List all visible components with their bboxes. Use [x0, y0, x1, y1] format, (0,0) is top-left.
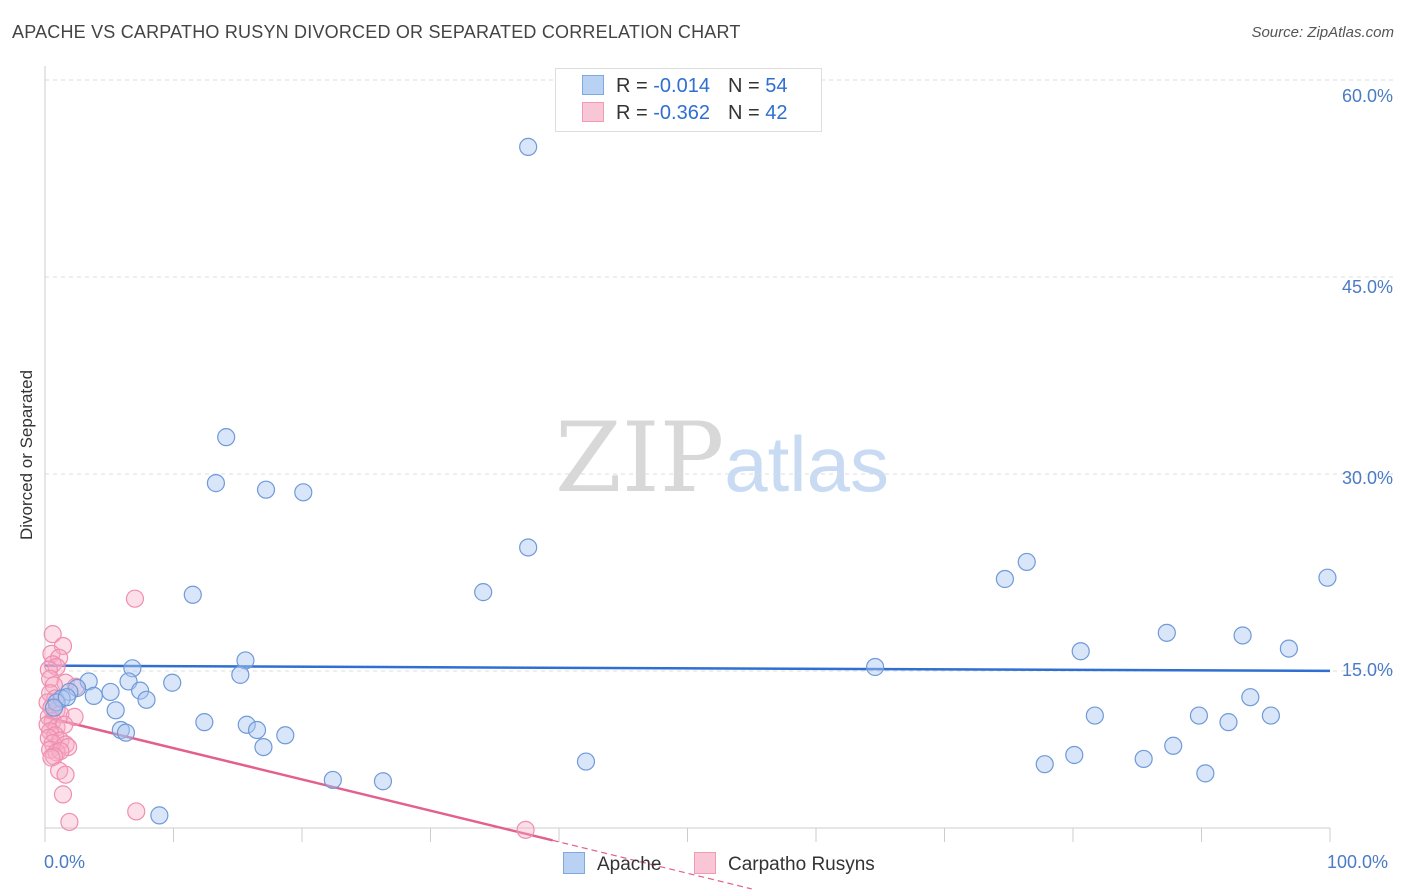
data-point-apache: [231, 665, 250, 684]
data-point-apache: [1318, 568, 1337, 587]
data-point-apache: [44, 698, 64, 717]
data-point-apache: [79, 672, 98, 691]
data-point-apache: [84, 686, 103, 705]
rusyn-legend-swatch: [694, 852, 716, 874]
data-point-apache: [137, 690, 156, 709]
x-tick-label-max: 100.0%: [1327, 852, 1389, 872]
data-point-rusyn: [43, 625, 62, 644]
correlation-legend: R = -0.014 N = 54 R = -0.362 N = 42: [555, 68, 822, 132]
apache-swatch: [582, 75, 604, 95]
data-point-apache: [101, 682, 120, 702]
data-points: [38, 137, 1337, 839]
data-point-apache: [183, 585, 202, 604]
data-point-apache: [474, 583, 493, 602]
r-value-apache: -0.014: [653, 75, 710, 97]
data-point-apache: [163, 673, 182, 692]
data-point-apache: [1241, 688, 1260, 707]
data-point-apache: [1196, 764, 1215, 783]
y-tick-label-60: 60.0%: [1341, 86, 1393, 106]
watermark-zip: ZIP: [555, 402, 725, 514]
n-label: N =: [727, 102, 766, 124]
y-tick-label-15: 15.0%: [1341, 660, 1393, 680]
n-label: N =: [727, 75, 766, 97]
data-point-apache: [1085, 706, 1104, 725]
watermark-atlas: atlas: [724, 420, 889, 508]
legend-row-apache: R = -0.014 N = 54: [582, 75, 787, 99]
data-point-rusyn: [127, 802, 146, 821]
data-point-apache: [1164, 736, 1183, 755]
data-point-apache: [1017, 552, 1036, 572]
data-point-apache: [247, 720, 267, 740]
data-point-apache: [323, 770, 342, 790]
data-point-apache: [519, 538, 538, 557]
data-point-apache: [294, 483, 313, 502]
data-point-apache: [1065, 745, 1084, 765]
r-value-rusyn: -0.362: [653, 102, 710, 124]
data-point-apache: [373, 772, 393, 791]
legend-label-rusyn: Carpatho Rusyns: [728, 854, 875, 875]
legend-item-apache: Apache: [563, 852, 661, 876]
y-tick-label-45: 45.0%: [1341, 277, 1393, 297]
trend-line-rusyn-extension: [552, 839, 752, 890]
data-point-rusyn: [53, 785, 73, 804]
axes: [44, 66, 1331, 842]
data-point-apache: [1233, 626, 1252, 645]
data-point-apache: [576, 752, 596, 771]
y-tick-label-30: 30.0%: [1341, 468, 1393, 488]
data-point-rusyn: [516, 820, 535, 839]
r-label: R =: [616, 102, 654, 124]
r-label: R =: [616, 75, 654, 97]
data-point-apache: [150, 806, 169, 825]
trend-lines: [44, 664, 1331, 890]
n-value-rusyn: 42: [765, 102, 788, 124]
data-point-apache: [206, 474, 226, 493]
gridlines: [45, 79, 1395, 672]
source-label: Source: ZipAtlas.com: [1251, 24, 1394, 41]
data-point-apache: [519, 137, 538, 157]
data-point-apache: [866, 657, 885, 677]
chart-title: APACHE VS CARPATHO RUSYN DIVORCED OR SEP…: [12, 22, 741, 42]
n-value-apache: 54: [765, 75, 788, 97]
data-point-apache: [106, 701, 125, 720]
data-point-apache: [1189, 706, 1209, 725]
data-point-apache: [1279, 639, 1298, 658]
data-point-apache: [995, 569, 1014, 589]
data-point-apache: [111, 720, 130, 740]
data-point-rusyn: [125, 589, 145, 608]
data-point-apache: [1157, 623, 1176, 642]
data-point-apache: [236, 651, 255, 670]
data-point-apache: [237, 715, 256, 734]
data-point-apache: [256, 480, 276, 499]
legend-row-rusyn: R = -0.362 N = 42: [582, 102, 787, 126]
data-point-apache: [1071, 642, 1090, 661]
rusyn-swatch: [582, 102, 604, 122]
data-point-apache: [57, 688, 76, 707]
trend-line-rusyn: [44, 715, 553, 842]
data-point-apache: [1219, 713, 1238, 732]
data-point-rusyn: [60, 812, 79, 832]
legend-label-apache: Apache: [597, 854, 662, 875]
data-point-apache: [1035, 755, 1054, 774]
data-point-rusyn: [56, 765, 75, 784]
legend-item-rusyn: Carpatho Rusyns: [694, 852, 875, 876]
data-point-apache: [116, 723, 136, 742]
data-point-apache: [195, 713, 214, 732]
data-point-apache: [276, 726, 295, 745]
x-tick-label-min: 0.0%: [44, 852, 86, 872]
trend-line-apache: [44, 664, 1331, 673]
data-point-apache: [1134, 749, 1153, 769]
data-point-apache: [254, 737, 273, 757]
apache-legend-swatch: [563, 852, 585, 874]
watermark: ZIPatlas: [555, 402, 889, 514]
data-point-apache: [217, 428, 236, 447]
y-axis-label: Divorced or Separated: [17, 369, 36, 541]
data-point-apache: [130, 681, 150, 700]
data-point-apache: [1261, 706, 1280, 725]
